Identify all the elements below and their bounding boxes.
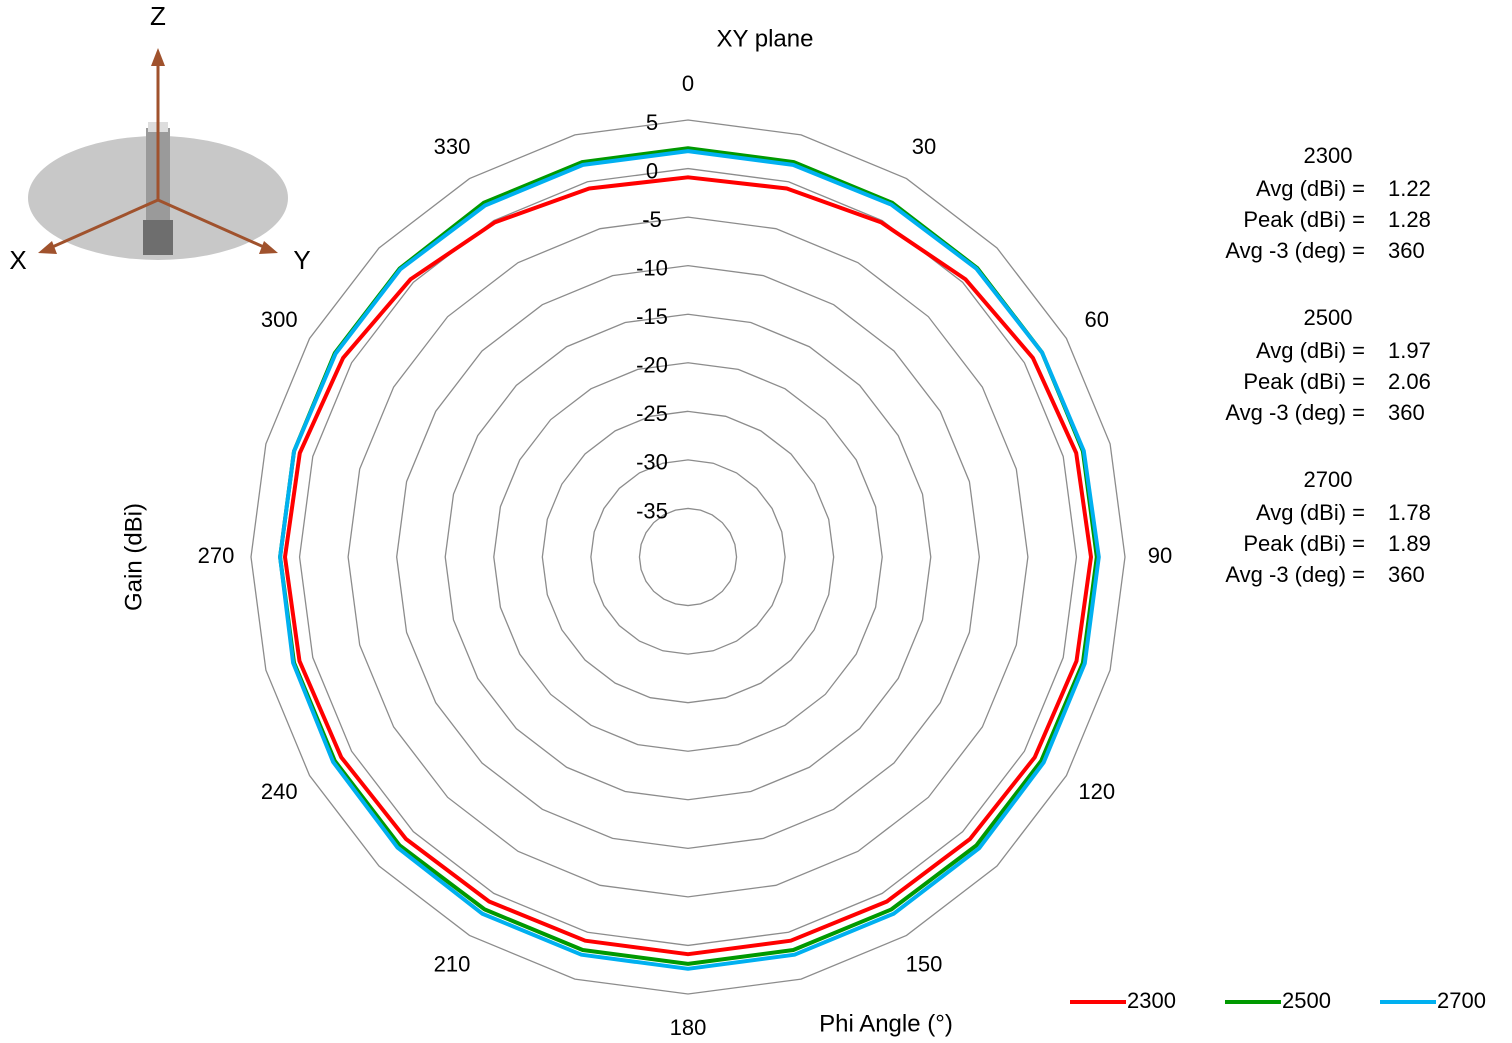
antenna-base <box>143 220 173 255</box>
legend-label: 2500 <box>1282 988 1331 1013</box>
stats-heading: 2700 <box>1304 467 1353 492</box>
stats-label: Avg -3 (deg) = <box>1225 238 1365 263</box>
stats-value: 360 <box>1388 238 1425 263</box>
stats-value: 360 <box>1388 562 1425 587</box>
theta-tick-label: 240 <box>261 779 298 804</box>
series-line <box>283 175 1093 957</box>
legend-label: 2700 <box>1437 988 1486 1013</box>
r-tick-label: -35 <box>636 498 668 523</box>
r-tick-label: -15 <box>636 304 668 329</box>
grid-ring <box>638 507 738 607</box>
grid-ring <box>396 265 980 849</box>
r-tick-label: -10 <box>636 255 668 280</box>
r-tick-label: 0 <box>646 158 658 183</box>
stats-label: Peak (dBi) = <box>1243 207 1365 232</box>
stats-label: Peak (dBi) = <box>1243 531 1365 556</box>
r-tick-label: -30 <box>636 450 668 475</box>
x-label: X <box>9 245 26 275</box>
stats-label: Avg (dBi) = <box>1256 176 1365 201</box>
theta-tick-label: 180 <box>670 1015 707 1040</box>
x-arrow <box>38 241 57 254</box>
theta-tick-label: 330 <box>434 134 471 159</box>
series-line <box>278 146 1099 966</box>
z-label: Z <box>150 1 166 31</box>
theta-tick-label: 150 <box>906 952 943 977</box>
stats-label: Avg (dBi) = <box>1256 338 1365 363</box>
theta-tick-label: 90 <box>1148 543 1172 568</box>
stats-value: 2.06 <box>1388 369 1431 394</box>
stats-value: 1.28 <box>1388 207 1431 232</box>
stats-value: 360 <box>1388 400 1425 425</box>
stats-value: 1.89 <box>1388 531 1431 556</box>
stats-value: 1.22 <box>1388 176 1431 201</box>
y-label: Y <box>293 245 310 275</box>
grid-ring <box>590 459 786 655</box>
theta-tick-label: 60 <box>1085 307 1109 332</box>
stats-label: Peak (dBi) = <box>1243 369 1365 394</box>
stats-label: Avg -3 (deg) = <box>1225 562 1365 587</box>
r-tick-label: -5 <box>642 207 662 232</box>
antenna-inset: Z X Y <box>9 1 310 275</box>
stats-label: Avg (dBi) = <box>1256 500 1365 525</box>
y-arrow <box>259 241 278 254</box>
grid-ring <box>541 410 835 704</box>
r-tick-label: 5 <box>646 110 658 135</box>
theta-tick-label: 30 <box>912 134 936 159</box>
stats-label: Avg -3 (deg) = <box>1225 400 1365 425</box>
y-axis <box>157 198 267 250</box>
x-axis <box>49 198 159 250</box>
theta-tick-label: 0 <box>682 71 694 96</box>
legend-label: 2300 <box>1127 988 1176 1013</box>
theta-tick-label: 210 <box>434 952 471 977</box>
theta-axis-label: Phi Angle (°) <box>819 1010 953 1037</box>
grid-ring <box>298 167 1078 947</box>
grid-ring <box>250 119 1126 995</box>
series-line <box>278 149 1101 971</box>
theta-tick-label: 120 <box>1078 779 1115 804</box>
grid-ring <box>347 216 1029 898</box>
r-axis-label: Gain (dBi) <box>120 503 147 611</box>
stats-value: 1.78 <box>1388 500 1431 525</box>
stats-heading: 2500 <box>1304 305 1353 330</box>
r-tick-label: -20 <box>636 353 668 378</box>
grid-ring <box>493 362 883 752</box>
theta-tick-label: 300 <box>261 307 298 332</box>
stats-value: 1.97 <box>1388 338 1431 363</box>
stats-heading: 2300 <box>1304 143 1353 168</box>
chart-title: XY plane <box>717 25 814 52</box>
grid-ring <box>444 313 932 801</box>
r-tick-label: -25 <box>636 401 668 426</box>
theta-tick-label: 270 <box>198 543 235 568</box>
z-arrow <box>151 48 165 66</box>
